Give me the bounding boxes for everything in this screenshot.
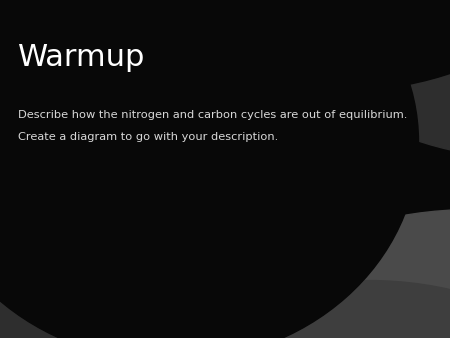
- Text: Create a diagram to go with your description.: Create a diagram to go with your descrip…: [18, 132, 278, 142]
- Ellipse shape: [0, 0, 418, 338]
- Text: Describe how the nitrogen and carbon cycles are out of equilibrium.: Describe how the nitrogen and carbon cyc…: [18, 110, 407, 120]
- Circle shape: [252, 0, 450, 159]
- Circle shape: [90, 281, 450, 338]
- Text: Warmup: Warmup: [18, 43, 145, 72]
- Circle shape: [166, 210, 450, 338]
- Circle shape: [58, 0, 450, 91]
- Circle shape: [0, 237, 180, 338]
